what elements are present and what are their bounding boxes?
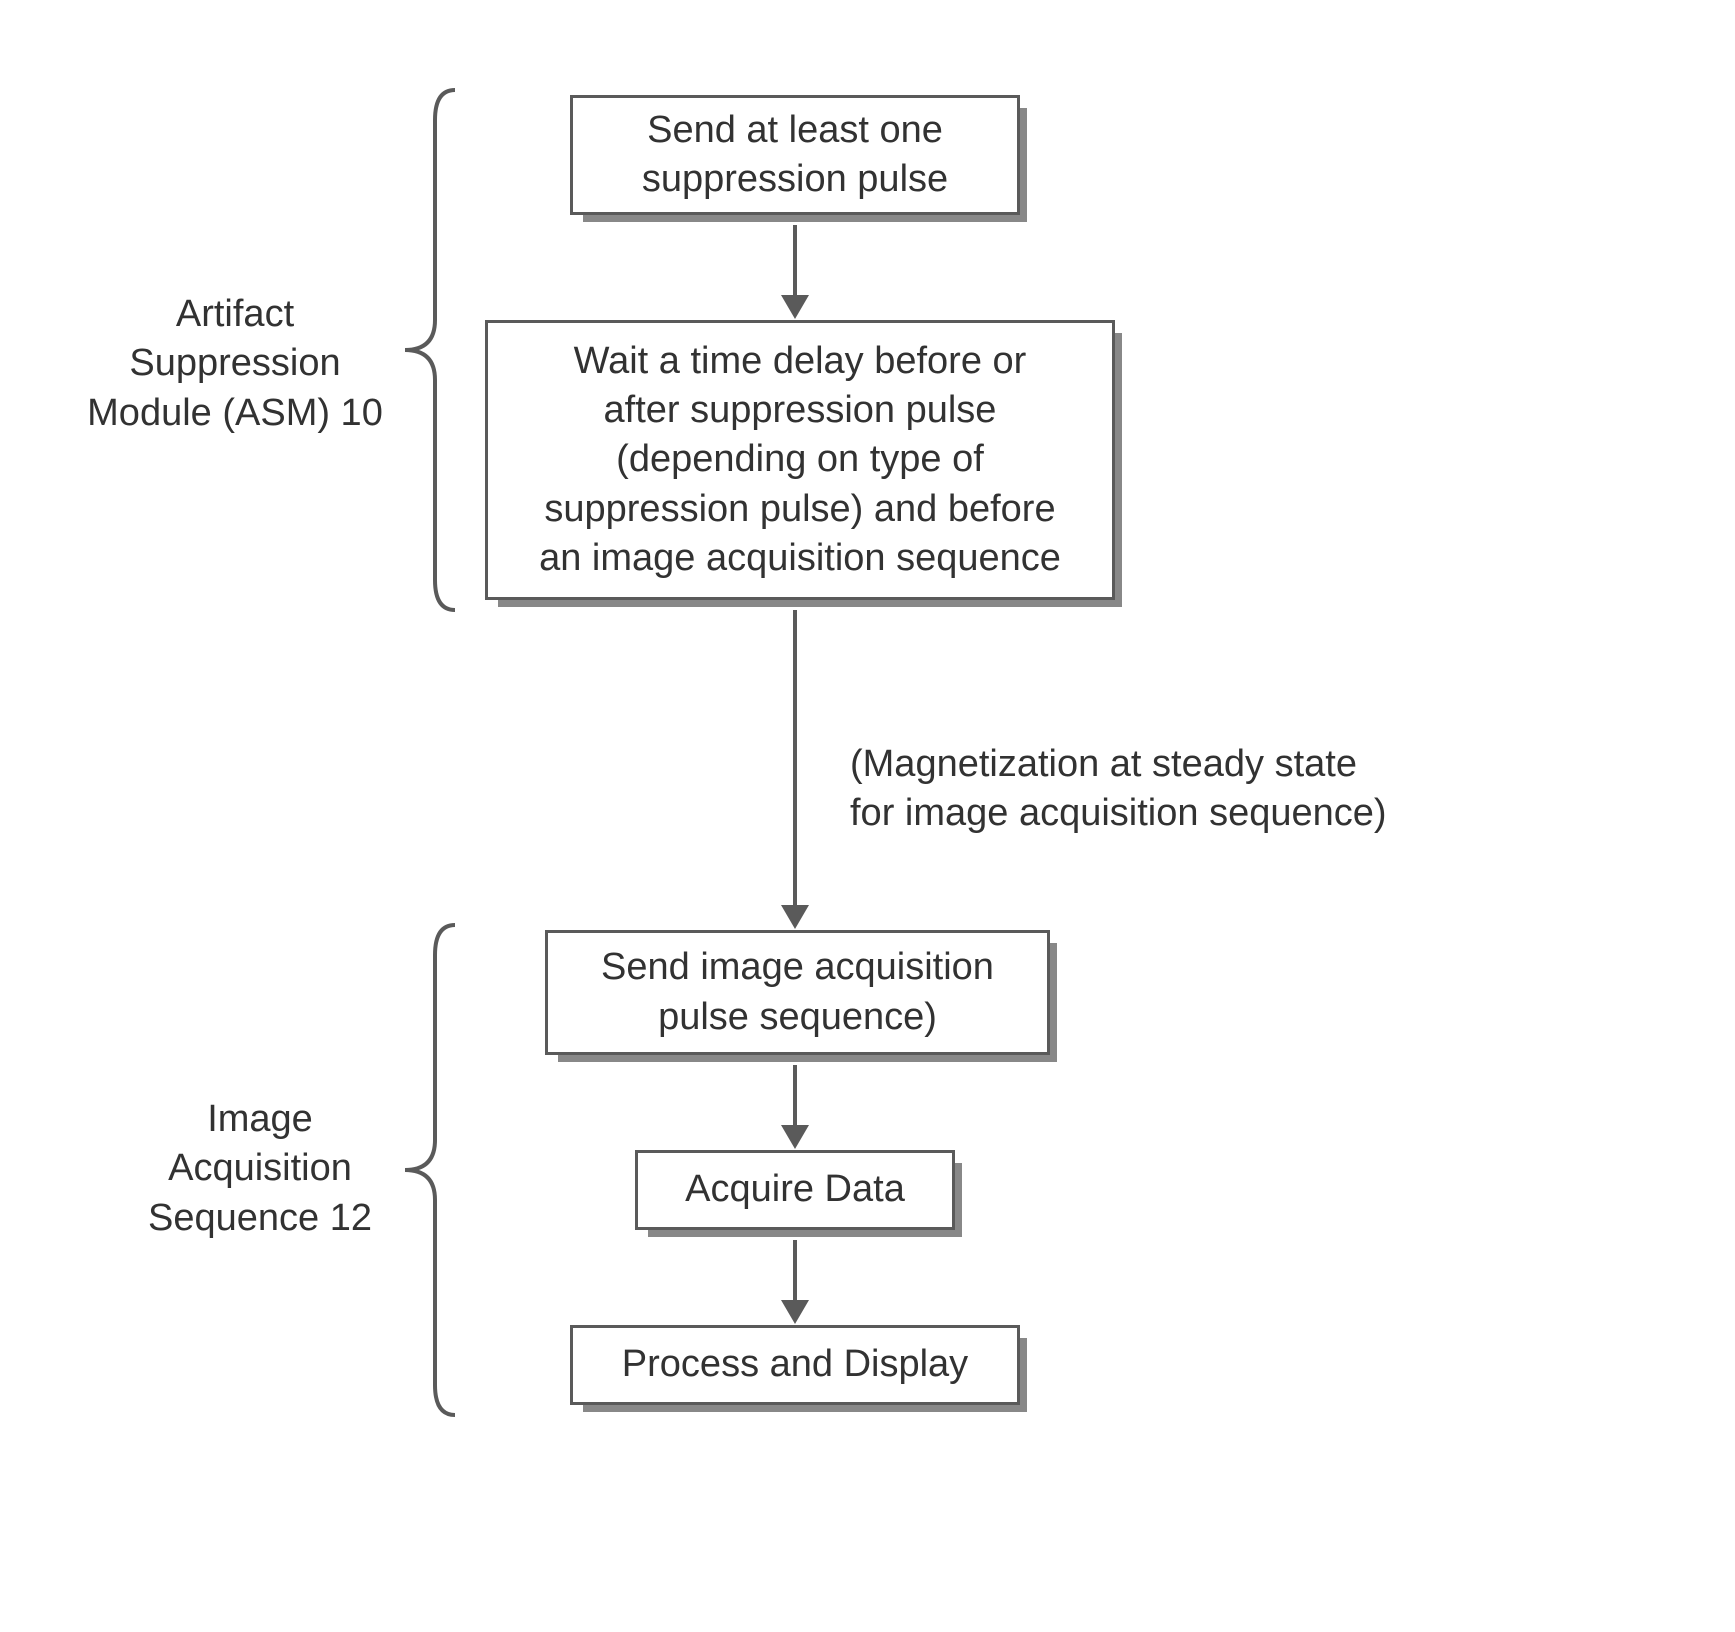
label2-text: Image Acquisition Sequence 12 — [148, 1098, 372, 1239]
label-image-acquisition: Image Acquisition Sequence 12 — [130, 1095, 390, 1243]
box5-text: Process and Display — [622, 1340, 968, 1389]
arrow-2 — [793, 610, 797, 910]
label1-text: Artifact Suppression Module (ASM) 10 — [87, 293, 383, 434]
arrow-3-head — [781, 1125, 809, 1149]
flowchart-container: Send at least one suppression pulse Wait… — [0, 0, 1735, 1632]
label-asm: Artifact Suppression Module (ASM) 10 — [80, 290, 390, 438]
box1-text: Send at least one suppression pulse — [642, 106, 948, 205]
arrow-1 — [793, 225, 797, 300]
box4-text: Acquire Data — [685, 1165, 905, 1214]
box-send-suppression-pulse: Send at least one suppression pulse — [570, 95, 1020, 215]
box-send-image-acquisition: Send image acquisition pulse sequence) — [545, 930, 1050, 1055]
annotation-text: (Magnetization at steady state for image… — [850, 743, 1387, 834]
box-acquire-data: Acquire Data — [635, 1150, 955, 1230]
brace-asm — [395, 85, 465, 615]
box-wait-time-delay: Wait a time delay before or after suppre… — [485, 320, 1115, 600]
arrow-3 — [793, 1065, 797, 1130]
box2-text: Wait a time delay before or after suppre… — [539, 337, 1061, 584]
box-process-display: Process and Display — [570, 1325, 1020, 1405]
annotation-magnetization: (Magnetization at steady state for image… — [850, 740, 1387, 839]
box3-text: Send image acquisition pulse sequence) — [601, 943, 994, 1042]
arrow-4 — [793, 1240, 797, 1305]
arrow-2-head — [781, 905, 809, 929]
arrow-1-head — [781, 295, 809, 319]
arrow-4-head — [781, 1300, 809, 1324]
brace-image-acquisition — [395, 920, 465, 1420]
